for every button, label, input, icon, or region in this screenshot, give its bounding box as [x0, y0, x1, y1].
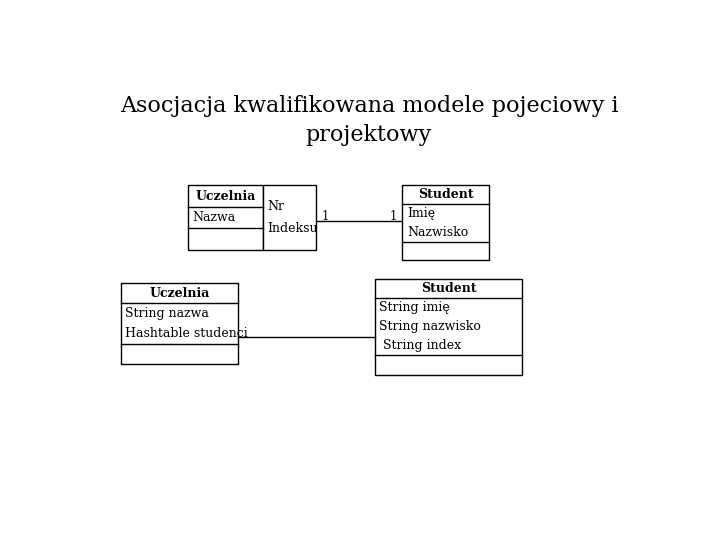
Bar	[188, 185, 263, 250]
Text: String nazwisko: String nazwisko	[379, 320, 481, 333]
Text: Indeksu: Indeksu	[267, 222, 318, 235]
Text: 1: 1	[390, 210, 397, 223]
Bar	[263, 185, 316, 250]
Text: Student: Student	[420, 282, 477, 295]
Text: Uczelnia: Uczelnia	[149, 287, 210, 300]
Text: String imię: String imię	[379, 301, 450, 314]
Text: Hashtable studenci: Hashtable studenci	[125, 327, 248, 340]
Text: String nazwa: String nazwa	[125, 307, 209, 320]
Text: Student: Student	[418, 188, 474, 201]
Bar	[402, 185, 489, 260]
Bar	[374, 279, 523, 375]
Text: projektowy: projektowy	[306, 125, 432, 146]
Text: Nazwisko: Nazwisko	[407, 226, 468, 239]
Text: 1: 1	[322, 210, 329, 223]
Text: Imię: Imię	[407, 207, 435, 220]
Text: String index: String index	[379, 339, 462, 353]
Bar	[121, 283, 238, 364]
Text: Uczelnia: Uczelnia	[195, 190, 256, 202]
Text: Nazwa: Nazwa	[192, 211, 235, 224]
Text: Asocjacja kwalifikowana modele pojeciowy i: Asocjacja kwalifikowana modele pojeciowy…	[120, 96, 618, 117]
Text: Nr: Nr	[267, 200, 284, 213]
